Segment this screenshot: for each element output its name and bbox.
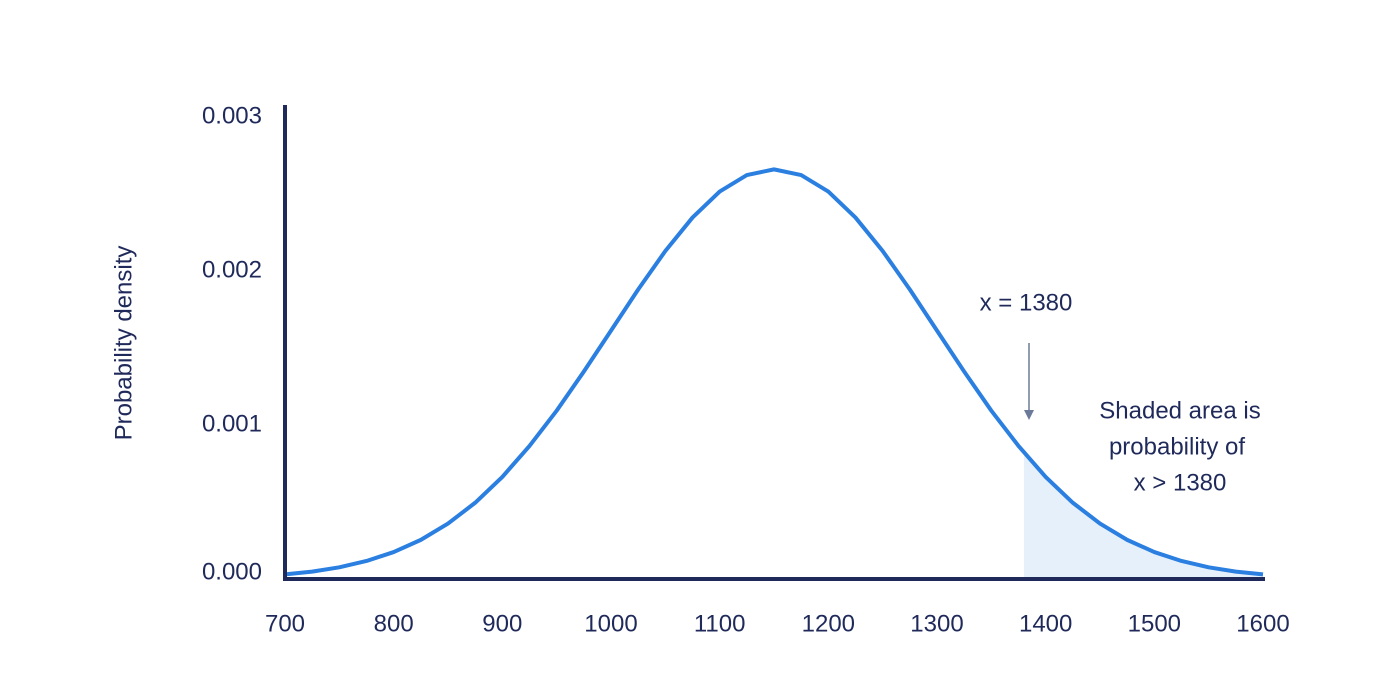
- y-tick-label: 0.000: [202, 558, 262, 585]
- x-tick-label: 1200: [802, 610, 855, 637]
- x-tick-label: 1400: [1019, 610, 1072, 637]
- x-tick-label: 1500: [1128, 610, 1181, 637]
- y-tick-label: 0.003: [202, 102, 262, 129]
- shaded-area: [1023, 452, 1263, 579]
- x-tick-label: 1000: [584, 610, 637, 637]
- x-tick-label: 700: [265, 610, 305, 637]
- note-line: x > 1380: [1134, 469, 1227, 496]
- x-tick-label: 1600: [1236, 610, 1289, 637]
- y-axis-label: Probability density: [110, 246, 137, 441]
- density-curve: [284, 167, 1264, 577]
- x-tick-label: 800: [374, 610, 414, 637]
- y-tick-label: 0.002: [202, 256, 262, 283]
- y-tick-label: 0.001: [202, 410, 262, 437]
- annotation: x = 1380: [980, 289, 1073, 316]
- arrow-head: [1024, 410, 1034, 420]
- x-tick-label: 1100: [694, 610, 746, 637]
- x-tick-label: 900: [482, 610, 522, 637]
- x-tick-label: 1300: [910, 610, 963, 637]
- note-line: probability of: [1109, 433, 1245, 460]
- note-line: Shaded area is: [1099, 397, 1260, 424]
